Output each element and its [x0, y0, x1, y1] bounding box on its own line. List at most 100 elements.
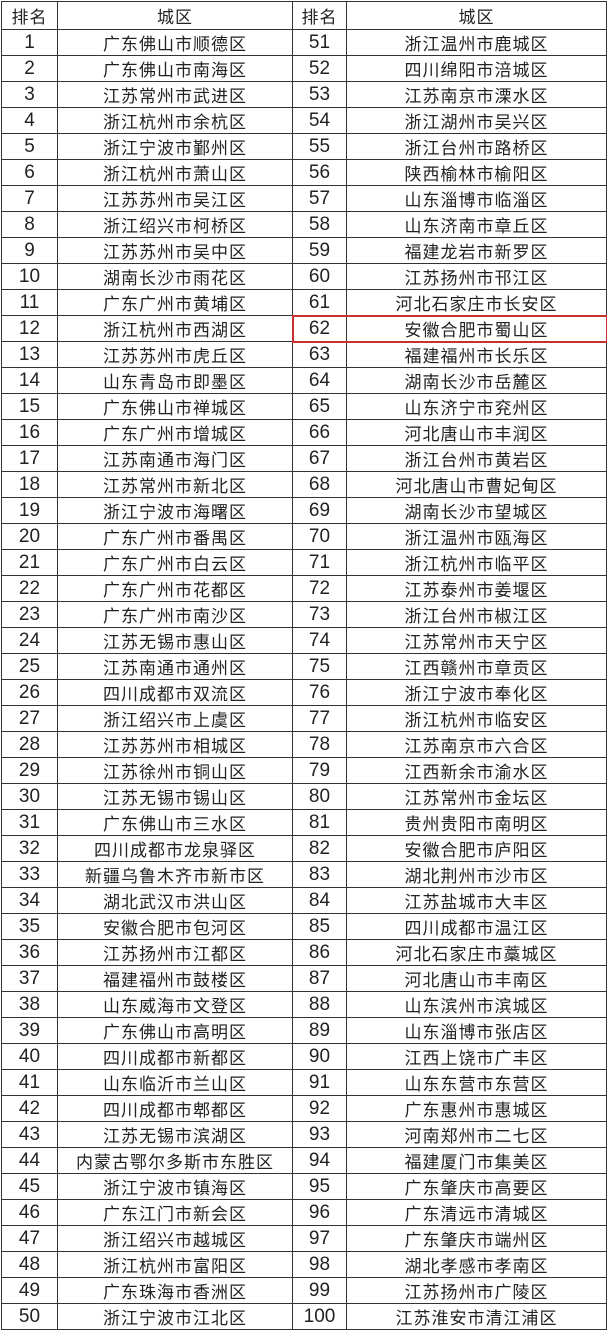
rank-cell: 63	[293, 342, 347, 368]
rank-cell: 27	[2, 706, 58, 732]
district-cell: 广东广州市黄埔区	[58, 290, 293, 316]
district-cell: 江苏苏州市吴江区	[58, 186, 293, 212]
rank-cell: 57	[293, 186, 347, 212]
rank-cell: 15	[2, 394, 58, 420]
rank-cell: 100	[293, 1304, 347, 1330]
rank-cell: 54	[293, 108, 347, 134]
rank-cell: 66	[293, 420, 347, 446]
rank-cell: 2	[2, 56, 58, 82]
rank-cell: 59	[293, 238, 347, 264]
rank-cell: 21	[2, 550, 58, 576]
rank-cell: 58	[293, 212, 347, 238]
rank-cell: 31	[2, 810, 58, 836]
district-cell: 江苏盐城市大丰区	[347, 888, 607, 914]
district-cell: 广东珠海市香洲区	[58, 1278, 293, 1304]
district-cell: 四川成都市郫都区	[58, 1096, 293, 1122]
district-cell: 江苏南京市六合区	[347, 732, 607, 758]
district-cell: 河北石家庄市长安区	[347, 290, 607, 316]
district-cell: 安徽合肥市庐阳区	[347, 836, 607, 862]
rank-cell: 25	[2, 654, 58, 680]
rank-cell: 9	[2, 238, 58, 264]
district-cell: 浙江杭州市临安区	[347, 706, 607, 732]
rank-cell: 96	[293, 1200, 347, 1226]
district-cell: 广东清远市清城区	[347, 1200, 607, 1226]
district-cell: 广东肇庆市高要区	[347, 1174, 607, 1200]
district-cell: 陕西榆林市榆阳区	[347, 160, 607, 186]
rank-cell: 24	[2, 628, 58, 654]
rank-cell: 33	[2, 862, 58, 888]
district-cell: 浙江绍兴市越城区	[58, 1226, 293, 1252]
rank-cell: 56	[293, 160, 347, 186]
district-cell: 广东佛山市禅城区	[58, 394, 293, 420]
rank-cell: 94	[293, 1148, 347, 1174]
rank-cell: 97	[293, 1226, 347, 1252]
rank-cell: 71	[293, 550, 347, 576]
district-cell: 江苏无锡市滨湖区	[58, 1122, 293, 1148]
rank-cell: 29	[2, 758, 58, 784]
rank-cell: 19	[2, 498, 58, 524]
district-cell: 山东济宁市兖州区	[347, 394, 607, 420]
rank-cell: 80	[293, 784, 347, 810]
rank-cell: 52	[293, 56, 347, 82]
district-cell: 浙江台州市椒江区	[347, 602, 607, 628]
rank-cell: 36	[2, 940, 58, 966]
rank-cell: 64	[293, 368, 347, 394]
district-cell: 江苏常州市新北区	[58, 472, 293, 498]
district-cell: 浙江台州市黄岩区	[347, 446, 607, 472]
rank-cell: 62	[293, 316, 347, 342]
rank-cell: 13	[2, 342, 58, 368]
header-rank-right: 排名	[293, 2, 347, 30]
district-cell: 江苏苏州市虎丘区	[58, 342, 293, 368]
rank-cell: 47	[2, 1226, 58, 1252]
rank-cell: 18	[2, 472, 58, 498]
district-cell: 山东淄博市临淄区	[347, 186, 607, 212]
district-cell: 浙江宁波市鄞州区	[58, 134, 293, 160]
district-cell: 河北石家庄市藁城区	[347, 940, 607, 966]
rank-cell: 42	[2, 1096, 58, 1122]
district-cell: 江苏常州市武进区	[58, 82, 293, 108]
district-cell: 江苏南通市海门区	[58, 446, 293, 472]
rank-cell: 78	[293, 732, 347, 758]
header-row: 排名 城区 排名 城区	[2, 2, 607, 30]
rank-cell: 75	[293, 654, 347, 680]
rank-cell: 38	[2, 992, 58, 1018]
district-cell: 山东东营市东营区	[347, 1070, 607, 1096]
district-cell: 四川成都市双流区	[58, 680, 293, 706]
district-cell: 江西赣州市章贡区	[347, 654, 607, 680]
rank-cell: 28	[2, 732, 58, 758]
rank-cell: 93	[293, 1122, 347, 1148]
district-cell: 江苏南京市溧水区	[347, 82, 607, 108]
rank-cell: 65	[293, 394, 347, 420]
district-cell: 湖南长沙市雨花区	[58, 264, 293, 290]
district-cell: 广东广州市花都区	[58, 576, 293, 602]
rank-cell: 32	[2, 836, 58, 862]
district-cell: 湖北武汉市洪山区	[58, 888, 293, 914]
district-cell: 广东肇庆市端州区	[347, 1226, 607, 1252]
district-cell: 广东佛山市三水区	[58, 810, 293, 836]
rank-cell: 88	[293, 992, 347, 1018]
district-cell: 贵州贵阳市南明区	[347, 810, 607, 836]
rank-cell: 73	[293, 602, 347, 628]
district-cell: 福建厦门市集美区	[347, 1148, 607, 1174]
rank-cell: 6	[2, 160, 58, 186]
district-cell: 浙江温州市鹿城区	[347, 30, 607, 56]
rank-cell: 67	[293, 446, 347, 472]
district-cell: 广东佛山市南海区	[58, 56, 293, 82]
district-cell: 河北唐山市丰润区	[347, 420, 607, 446]
